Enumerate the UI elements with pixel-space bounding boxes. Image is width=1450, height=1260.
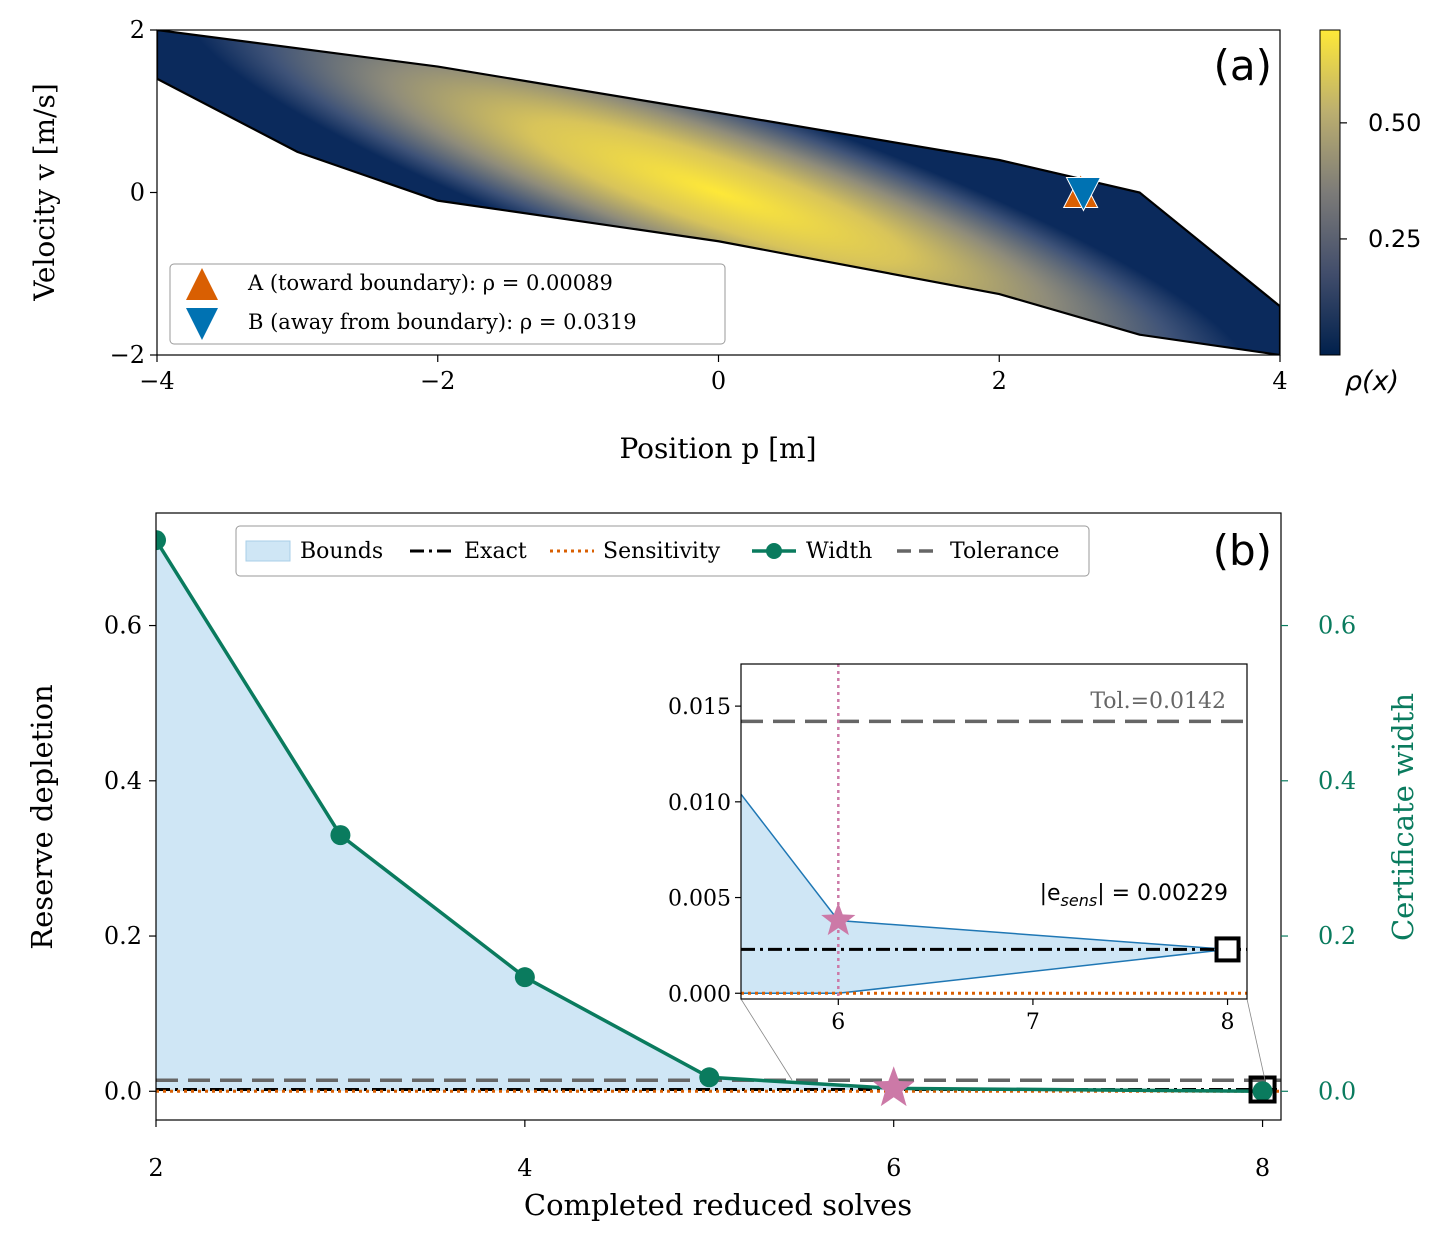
inset-y-tick-label: 0.005 <box>668 887 731 912</box>
width-point <box>156 530 166 551</box>
right-y-tick-label: 0.2 <box>1318 922 1356 950</box>
x-tick-label: 4 <box>1272 367 1287 395</box>
colorbar-gradient <box>1319 29 1341 356</box>
panel-b-frame <box>155 512 1282 1121</box>
panel-b-right-y-ticks: 0.0 0.2 0.4 0.6 <box>1281 612 1356 1105</box>
y-tick-label: 0.0 <box>104 1077 142 1105</box>
inset-star-marker <box>821 902 856 936</box>
width-line <box>156 539 1263 1094</box>
density-band-region <box>157 30 1280 355</box>
y-tick-label: 0 <box>130 179 145 207</box>
panel-a-x-ticks: −4 −2 0 2 4 <box>139 355 1288 395</box>
x-tick-label: 2 <box>148 1154 163 1182</box>
width-point <box>514 967 535 988</box>
width-point <box>699 1067 720 1088</box>
legend-bounds-swatch <box>245 540 291 562</box>
width-point <box>1252 1081 1273 1102</box>
panel-a-label: (a) <box>1213 41 1272 90</box>
legend-exact: Exact <box>464 539 527 564</box>
x-tick-label: 0 <box>711 367 726 395</box>
x-tick-label: −4 <box>139 367 174 395</box>
panel-b-x-ticks: 2 4 6 8 <box>148 1120 1270 1182</box>
inset-x-ticks: 6 7 8 <box>831 999 1235 1035</box>
panel-b: 2 4 6 8 0.0 0.2 0.4 0.6 0.0 0.2 0.4 0.6 Completed… <box>25 512 1420 1222</box>
inset-tolerance-label: Tol.=0.0142 <box>1090 689 1226 714</box>
colorbar-label: ρ(x) <box>1345 366 1399 397</box>
legend-width-dot <box>766 543 782 559</box>
legend-bounds: Bounds <box>300 539 383 564</box>
width-points <box>156 530 1273 1102</box>
inset-square-marker <box>1214 936 1241 963</box>
panel-a-xlabel: Position p [m] <box>619 432 816 465</box>
legend-tolerance: Tolerance <box>950 539 1059 564</box>
bounds-area <box>156 540 1263 1092</box>
panel-b-ylabel: Reserve depletion <box>25 684 59 949</box>
inset-y-tick-label: 0.000 <box>668 982 731 1007</box>
inset-x-tick-label: 6 <box>831 1010 845 1035</box>
y-tick-label: 2 <box>130 16 145 44</box>
inset-bounds-area <box>741 794 1228 994</box>
panel-a: −4 −2 0 2 4 −202 Position p [m] Velocity v [… <box>28 16 1421 465</box>
colorbar-tick-label: 0.25 <box>1368 225 1421 253</box>
y-tick-label: 0.4 <box>104 767 142 795</box>
y-tick-label: 0.6 <box>104 612 142 640</box>
inset-y-tick-label: 0.010 <box>668 791 731 816</box>
panel-a-legend: A (toward boundary): ρ = 0.00089 B (away… <box>169 263 726 345</box>
panel-a-ylabel: Velocity v [m/s] <box>28 83 61 302</box>
legend-entry-a: A (toward boundary): ρ = 0.00089 <box>247 271 613 295</box>
panel-b-label: (b) <box>1213 526 1272 575</box>
legend-sensitivity: Sensitivity <box>603 539 721 564</box>
inset-connector-right <box>1246 998 1266 1081</box>
colorbar: 0.25 0.50 ρ(x) <box>1319 29 1421 397</box>
sensitivity-star-marker <box>872 1066 915 1107</box>
panel-b-xlabel: Completed reduced solves <box>524 1188 912 1222</box>
x-tick-label: 8 <box>1255 1154 1270 1182</box>
x-tick-label: 2 <box>992 367 1007 395</box>
inset-x-tick-label: 8 <box>1221 1010 1235 1035</box>
legend-width: Width <box>806 539 872 564</box>
panel-b-ylabel-right: Certificate width <box>1386 693 1420 941</box>
panel-b-legend: Bounds Exact Sensitivity Width Tolerance <box>235 525 1090 577</box>
legend-marker-b <box>186 308 218 340</box>
inset-y-ticks: 0.000 0.005 0.010 0.015 <box>668 695 741 1007</box>
panel-a-y-ticks: −2 0 2 <box>110 16 157 369</box>
inset-x-tick-label: 7 <box>1026 1010 1040 1035</box>
right-y-tick-label: 0.0 <box>1318 1077 1356 1105</box>
inset-esens-label: |esens| = 0.00229 <box>1040 881 1228 910</box>
colorbar-tick-label: 0.50 <box>1368 109 1421 137</box>
y-tick-label: −2 <box>110 341 145 369</box>
legend-entry-b: B (away from boundary): ρ = 0.0319 <box>248 310 637 334</box>
legend-marker-a <box>186 268 218 300</box>
inset-y-tick-label: 0.015 <box>668 695 731 720</box>
inset: 6 7 8 0.000 0.005 0.010 0.015 Tol.=0.0142 |es… <box>668 663 1248 1035</box>
right-y-tick-label: 0.4 <box>1318 767 1356 795</box>
panel-b-y-ticks: 0.0 0.2 0.4 0.6 <box>104 612 156 1105</box>
panel-a-markers <box>1062 173 1102 212</box>
x-tick-label: −2 <box>420 367 455 395</box>
y-tick-label: 0.2 <box>104 922 142 950</box>
inset-connector-left <box>740 998 793 1081</box>
marker-b <box>1065 177 1102 212</box>
x-tick-label: 4 <box>517 1154 532 1182</box>
colorbar-ticks: 0.25 0.50 <box>1340 109 1421 253</box>
right-y-tick-label: 0.6 <box>1318 612 1356 640</box>
density-band <box>157 30 1280 355</box>
x-tick-label: 6 <box>886 1154 901 1182</box>
converged-square-marker <box>1248 1075 1277 1104</box>
width-point <box>330 825 351 846</box>
